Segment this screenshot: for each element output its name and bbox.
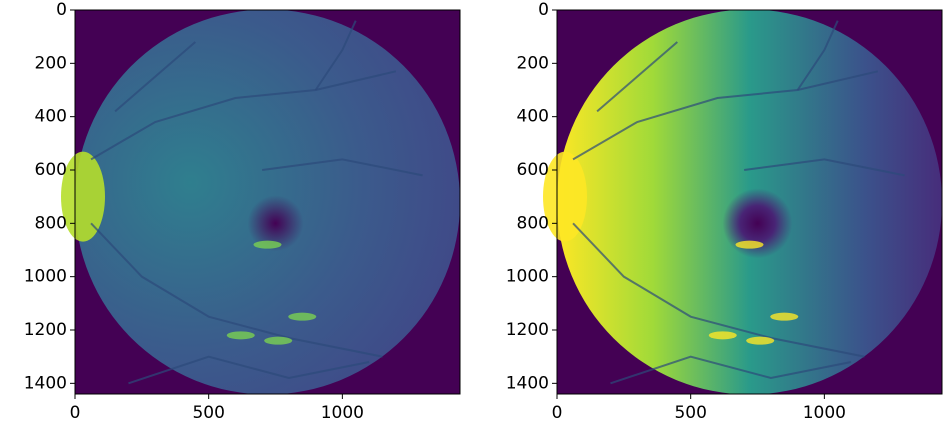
vessel (572, 70, 879, 161)
x-tick-label: 500 (674, 403, 706, 423)
y-tick-label: 800 (35, 213, 67, 233)
x-tick-label: 1000 (803, 403, 846, 423)
lesion (264, 336, 293, 345)
y-tick-label: 800 (517, 213, 549, 233)
y-tick-label: 1000 (506, 267, 549, 287)
lesion (770, 312, 799, 321)
y-tick-label: 600 (517, 160, 549, 180)
lesion (746, 336, 775, 345)
vessel (796, 20, 839, 91)
y-tick-label: 1400 (24, 373, 67, 393)
vessel (610, 355, 852, 385)
lesion (226, 331, 255, 340)
x-tick-label: 0 (552, 403, 563, 423)
y-tick-label: 1200 (506, 320, 549, 340)
y-tick-label: 600 (35, 160, 67, 180)
y-tick-label: 200 (35, 53, 67, 73)
y-tick-label: 200 (517, 53, 549, 73)
fovea (247, 195, 304, 252)
lesion (708, 331, 737, 340)
y-tick-label: 0 (56, 0, 67, 20)
vessel (128, 355, 370, 385)
image-panel: 0 500 1000 0 200 400 600 800 1000 1200 1400 (506, 0, 943, 423)
y-tick-label: 1200 (24, 320, 67, 340)
y-tick-label: 400 (35, 107, 67, 127)
x-tick-label: 500 (192, 403, 224, 423)
optic-disc (543, 151, 587, 242)
image-panel: 0 500 1000 0 200 400 600 800 1000 1200 1400 (24, 0, 461, 423)
vessel (114, 41, 196, 113)
y-tick-label: 1400 (506, 373, 549, 393)
y-tick-label: 400 (517, 107, 549, 127)
vessel (596, 41, 678, 113)
vessel (90, 70, 397, 161)
x-tick-label: 0 (70, 403, 81, 423)
x-tick-label: 1000 (321, 403, 364, 423)
y-tick-label: 0 (538, 0, 549, 20)
y-tick-label: 1000 (24, 267, 67, 287)
optic-disc (61, 151, 105, 242)
lesion (253, 240, 282, 249)
axes-frame (74, 9, 461, 395)
vessel (314, 20, 357, 91)
vessel (744, 158, 905, 177)
fovea (722, 188, 793, 259)
vessel (572, 222, 865, 358)
lesion (288, 312, 317, 321)
vessel (90, 222, 383, 358)
axes-frame (556, 9, 943, 395)
vessel (262, 158, 423, 177)
lesion (735, 240, 764, 249)
